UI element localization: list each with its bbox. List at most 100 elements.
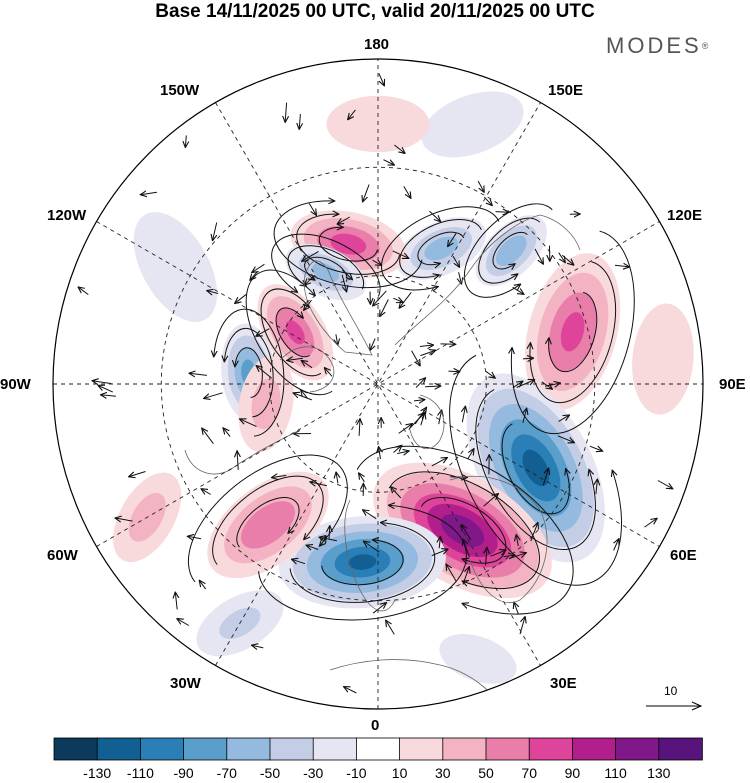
streamline	[222, 328, 274, 418]
streamline	[321, 537, 404, 586]
lon-label-60w: 60W	[47, 547, 78, 564]
wind-arrow	[446, 564, 457, 582]
wind-arrow	[250, 271, 258, 280]
wind-arrow	[370, 338, 375, 351]
streamline	[289, 518, 436, 603]
anomaly-center	[525, 253, 621, 411]
streamline	[275, 307, 310, 358]
wind-arrow	[485, 370, 495, 378]
colorbar-tick-label: 10	[392, 765, 408, 781]
streamline	[271, 233, 381, 297]
wind-arrow	[383, 159, 395, 165]
wind-arrow	[420, 350, 435, 357]
wind-arrow	[403, 186, 411, 198]
anomaly-contour	[330, 233, 367, 255]
wind-arrow	[557, 435, 574, 443]
wind-arrow	[302, 361, 313, 369]
wind-arrow	[462, 567, 469, 585]
colorbar-swatch	[96, 737, 142, 761]
coastlines	[184, 214, 581, 706]
wind-arrow	[490, 550, 506, 557]
wind-arrow	[596, 479, 598, 495]
lon-label-30w: 30W	[170, 675, 201, 692]
streamline	[260, 288, 322, 377]
wind-arrow	[558, 252, 565, 263]
streamline	[542, 291, 598, 373]
wind-arrow	[467, 449, 474, 460]
wind-arrow	[613, 539, 619, 551]
wind-arrow	[439, 537, 440, 549]
wind-arrow	[363, 510, 377, 520]
colorbar-swatch	[442, 737, 487, 761]
wind-arrow	[319, 537, 337, 541]
colorbar-swatch	[269, 737, 314, 761]
lon-label-30e: 30E	[550, 675, 577, 692]
wind-arrow	[240, 419, 257, 427]
streamline	[187, 454, 348, 583]
wind-arrow	[411, 350, 420, 366]
streamline	[287, 245, 365, 290]
wind-arrow	[292, 559, 306, 563]
wind-arrow	[495, 212, 509, 213]
wind-arrow	[431, 458, 447, 467]
lon-label-90w: 90W	[0, 376, 31, 393]
wind-arrow	[372, 603, 386, 614]
wind-arrow	[129, 471, 146, 477]
wind-arrow	[364, 541, 380, 553]
colorbar-tick-label: 90	[565, 765, 581, 781]
wind-arrow	[342, 269, 352, 279]
streamline	[296, 207, 401, 275]
anomaly-contour	[241, 501, 295, 549]
wind-arrow	[373, 290, 387, 306]
wind-arrow	[98, 386, 114, 393]
anomaly-contour	[348, 554, 377, 570]
wind-arrow	[462, 525, 472, 541]
wind-arrow	[614, 265, 629, 267]
wind-arrow	[310, 482, 328, 486]
wind-arrow	[101, 395, 116, 397]
anomaly-contour	[632, 303, 694, 415]
wind-arrow	[378, 73, 384, 86]
streamline	[381, 206, 500, 306]
anomaly-center	[421, 91, 524, 158]
wind-arrow	[336, 472, 338, 484]
chart-title: Base 14/11/2025 00 UTC, valid 20/11/2025…	[155, 1, 595, 22]
wind-arrow	[325, 368, 333, 377]
wind-arrow	[486, 548, 488, 566]
colorbar-swatch	[139, 737, 185, 761]
wind-arrow	[115, 518, 133, 521]
wind-arrow	[302, 250, 319, 261]
wind-arrow	[372, 260, 382, 265]
streamline	[318, 223, 378, 262]
wind-arrow	[175, 592, 177, 610]
colorbar-swatch	[658, 737, 703, 761]
streamline	[417, 231, 465, 271]
wind-arrow	[462, 407, 465, 423]
lon-label-90e: 90E	[719, 376, 746, 393]
wind-arrow	[348, 109, 356, 120]
wind-arrow	[512, 286, 524, 294]
colorbar-swatch	[183, 737, 228, 761]
colorbar-swatch	[226, 737, 271, 761]
polar-map	[52, 58, 704, 710]
colorbar-tick-label: -70	[217, 765, 237, 781]
wind-arrow	[237, 451, 238, 470]
wind-arrow	[363, 184, 370, 202]
wind-arrow	[78, 287, 89, 296]
anomaly-contour	[560, 312, 585, 352]
wind-arrow	[657, 480, 673, 489]
wind-arrow	[397, 451, 409, 454]
wind-arrow	[431, 549, 448, 557]
streamline	[475, 389, 596, 550]
wind-arrow	[299, 114, 300, 129]
colorbar-tick-label: 30	[435, 765, 451, 781]
wind-arrow	[213, 222, 217, 241]
anomaly-center	[632, 303, 694, 415]
wind-arrow	[415, 378, 425, 388]
wind-arrow	[256, 328, 270, 336]
wind-arrow	[92, 381, 112, 384]
wind-arrow	[391, 487, 402, 499]
map-boundary	[52, 58, 704, 710]
reference-vector-arrow	[646, 701, 703, 711]
wind-arrow	[252, 645, 264, 648]
